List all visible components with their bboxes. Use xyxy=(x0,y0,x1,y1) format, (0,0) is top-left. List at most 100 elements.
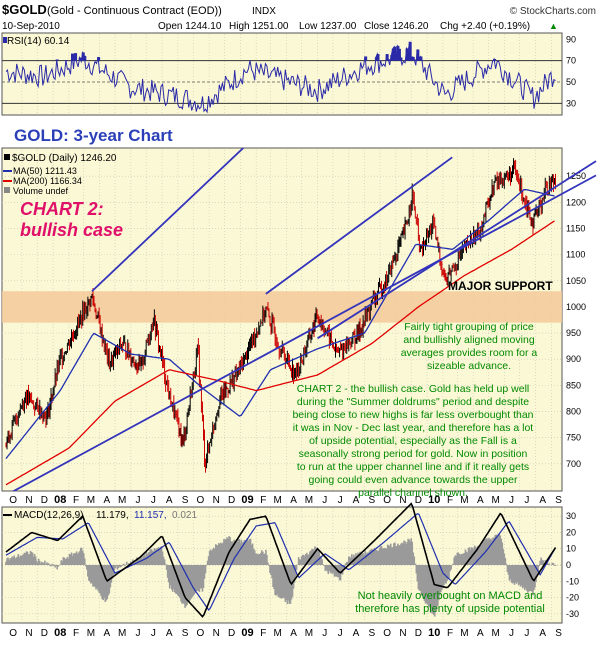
month-tick-label: J xyxy=(151,495,156,506)
chart-label-line2: bullish case xyxy=(20,220,123,240)
month-tick-label: M xyxy=(305,495,313,506)
price-tick-label: 1150 xyxy=(566,223,585,233)
month-tick-label: O xyxy=(197,495,205,506)
volume-legend-text: Volume undef xyxy=(13,186,69,196)
macd-annotation-line: Not heavily overbought on MACD and xyxy=(358,590,543,602)
header: $GOLD (Gold - Continuous Contract (EOD))… xyxy=(2,2,596,32)
macd-annotation: Not heavily overbought on MACD and there… xyxy=(355,590,545,615)
price-tick-label: 950 xyxy=(566,328,581,338)
price-legend-text: $GOLD (Daily) 1246.20 xyxy=(12,153,117,164)
month-tick-label: S xyxy=(368,628,375,639)
month-tick-label: S xyxy=(555,495,562,506)
price-tick-label: 800 xyxy=(566,407,581,417)
month-tick-label: M xyxy=(118,628,126,639)
annotation-1-line: and bullishly aligned moving xyxy=(403,334,534,346)
annotation-2-line: it was in Nov - Dec last year, and there… xyxy=(293,422,534,434)
month-tick-label: M xyxy=(118,495,126,506)
support-label: MAJOR SUPPORT xyxy=(448,279,553,293)
rsi-panel-bg xyxy=(2,33,562,115)
annotation-2-line: of upside potential, especially as the F… xyxy=(309,435,517,447)
price-tick-label: 750 xyxy=(566,433,581,443)
month-tick-label: J xyxy=(509,628,514,639)
month-tick-label: O xyxy=(383,495,391,506)
price-tick-label: 1100 xyxy=(566,250,585,260)
month-tick-label: 08 xyxy=(54,494,66,506)
macd-tick-label: -10 xyxy=(566,576,579,586)
month-tick-label: N xyxy=(25,628,32,639)
month-tick-label: F xyxy=(447,628,453,639)
month-tick-label: O xyxy=(9,628,17,639)
month-tick-label: A xyxy=(353,628,360,639)
month-tick-label: A xyxy=(477,495,484,506)
close-text: Close 1246.20 xyxy=(364,21,429,32)
annotation-1-line: sizeable advance. xyxy=(427,360,511,372)
month-tick-label: A xyxy=(290,495,297,506)
month-tick-label: M xyxy=(305,628,313,639)
price-axis: 7007508008509009501000105011001150120012… xyxy=(566,171,586,469)
price-tick-label: 1250 xyxy=(566,171,586,181)
annotation-1-line: Fairly tight grouping of price xyxy=(404,321,534,333)
month-tick-label: A xyxy=(166,495,173,506)
annotation-2-line: being close to new highs is far less ove… xyxy=(292,409,533,421)
month-tick-label: J xyxy=(151,628,156,639)
month-tick-label: M xyxy=(87,495,95,506)
month-tick-label: J xyxy=(524,495,529,506)
rsi-legend: RSI(14) 60.14 xyxy=(7,36,70,47)
month-tick-label: F xyxy=(73,628,79,639)
month-tick-label: A xyxy=(103,628,110,639)
month-tick-label: F xyxy=(260,628,266,639)
macd-tick-label: 0 xyxy=(566,560,571,570)
month-tick-label: J xyxy=(136,628,141,639)
month-tick-label: N xyxy=(399,628,406,639)
month-tick-label: A xyxy=(539,495,546,506)
month-tick-label: M xyxy=(87,628,95,639)
ma50-legend-text: MA(50) 1211.43 xyxy=(13,166,77,176)
chart-title: GOLD: 3-year Chart xyxy=(14,126,173,145)
month-tick-label: D xyxy=(41,628,48,639)
month-tick-label: F xyxy=(260,495,266,506)
date-text: 10-Sep-2010 xyxy=(2,21,60,32)
month-tick-label: 08 xyxy=(54,627,66,639)
price-legend-swatch xyxy=(4,154,10,160)
watermark-text: © StockCharts.com xyxy=(510,6,596,17)
month-tick-label: D xyxy=(415,628,422,639)
chart-label-line1: CHART 2: xyxy=(20,199,104,219)
month-tick-label: A xyxy=(353,495,360,506)
exchange-text: INDX xyxy=(252,6,276,17)
month-tick-label: F xyxy=(73,495,79,506)
price-tick-label: 900 xyxy=(566,354,581,364)
price-tick-label: 700 xyxy=(566,459,581,469)
macd-tick-label: -20 xyxy=(566,593,579,603)
symbol-text: $GOLD xyxy=(2,2,47,17)
month-tick-label: O xyxy=(383,628,391,639)
month-tick-label: N xyxy=(25,495,32,506)
histogram-legend-value: 0.021 xyxy=(172,510,197,521)
month-tick-label: 09 xyxy=(241,627,253,639)
annotation-2-line: going could even advance towards the upp… xyxy=(309,474,518,486)
month-tick-label: S xyxy=(182,628,189,639)
month-tick-label: O xyxy=(9,495,17,506)
month-tick-label: A xyxy=(103,495,110,506)
month-tick-label: D xyxy=(41,495,48,506)
month-tick-label: F xyxy=(447,495,453,506)
rsi-legend-swatch xyxy=(3,37,7,43)
price-tick-label: 1200 xyxy=(566,197,586,207)
macd-legend-name: MACD(12,26,9) xyxy=(14,510,83,521)
month-tick-label: J xyxy=(322,628,327,639)
signal-legend-value: 11.157, xyxy=(134,510,167,521)
rsi-tick-label: 30 xyxy=(566,98,576,108)
month-tick-label: A xyxy=(477,628,484,639)
annotation-2: CHART 2 - the bullish case. Gold has hel… xyxy=(292,383,533,499)
month-tick-label: 09 xyxy=(241,494,253,506)
month-tick-label: S xyxy=(182,495,189,506)
month-tick-label: D xyxy=(415,495,422,506)
month-tick-label: S xyxy=(555,628,562,639)
month-tick-label: M xyxy=(274,628,282,639)
